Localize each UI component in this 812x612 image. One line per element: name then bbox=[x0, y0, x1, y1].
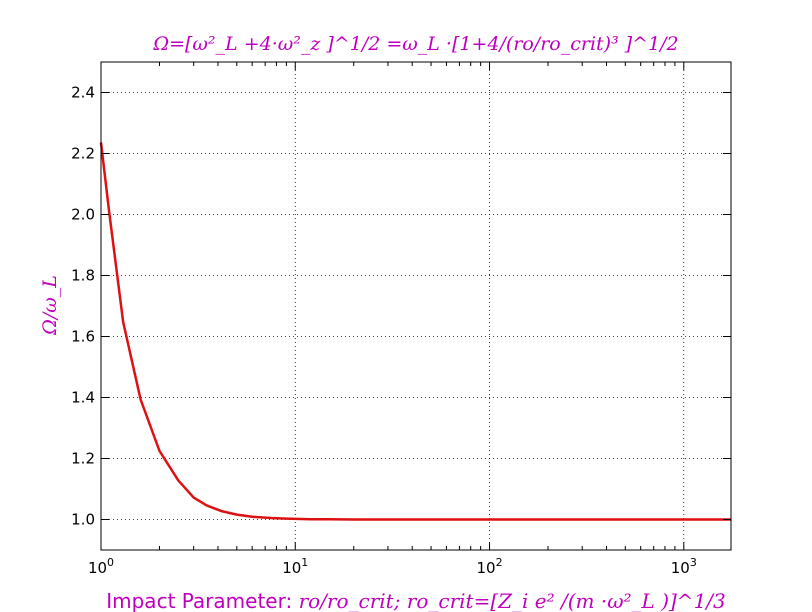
x-tick-exponent: 2 bbox=[496, 556, 503, 569]
x-tick-label: 101 bbox=[282, 556, 308, 577]
y-tick-label: 1.0 bbox=[71, 511, 95, 529]
y-tick-label: 1.4 bbox=[71, 389, 95, 407]
y-tick-label: 1.2 bbox=[71, 450, 95, 468]
x-tick-exponent: 0 bbox=[107, 556, 114, 569]
x-tick-base: 10 bbox=[476, 559, 495, 577]
x-axis-label-text: Impact Parameter: bbox=[106, 589, 298, 612]
plot-frame bbox=[100, 61, 732, 551]
x-tick-label: 100 bbox=[88, 556, 114, 577]
tick-marks bbox=[100, 62, 731, 550]
x-tick-label: 102 bbox=[476, 556, 502, 577]
series-layer bbox=[99, 142, 731, 521]
x-tick-labels: 100 101 102 103 bbox=[88, 556, 697, 577]
y-tick-label: 2.0 bbox=[71, 206, 95, 224]
x-tick-label: 103 bbox=[671, 556, 697, 577]
x-tick-exponent: 3 bbox=[690, 556, 697, 569]
series-line bbox=[99, 142, 731, 521]
x-tick-base: 10 bbox=[282, 559, 301, 577]
y-tick-label: 2.4 bbox=[71, 84, 95, 102]
x-tick-base: 10 bbox=[671, 559, 690, 577]
y-tick-label: 1.8 bbox=[71, 267, 95, 285]
y-tick-labels: 1.0 1.2 1.4 1.6 1.8 2.0 2.2 2.4 bbox=[71, 84, 95, 529]
plot-area bbox=[101, 62, 731, 550]
x-axis-label: Impact Parameter: ro/ro_crit; ro_crit=[Z… bbox=[106, 589, 726, 612]
x-tick-base: 10 bbox=[88, 559, 107, 577]
y-tick-label: 1.6 bbox=[71, 328, 95, 346]
x-axis-label-math: ro/ro_crit; ro_crit=[Z_i e² /(m ·ω²_L )]… bbox=[299, 589, 726, 612]
y-tick-label: 2.2 bbox=[71, 145, 95, 163]
chart-title: Ω=[ω²_L +4·ω²_z ]^1/2 =ω_L ·[1+4/(ro/ro_… bbox=[152, 33, 678, 55]
y-axis-label: Ω/ω_L bbox=[39, 275, 61, 336]
x-tick-exponent: 1 bbox=[301, 556, 308, 569]
